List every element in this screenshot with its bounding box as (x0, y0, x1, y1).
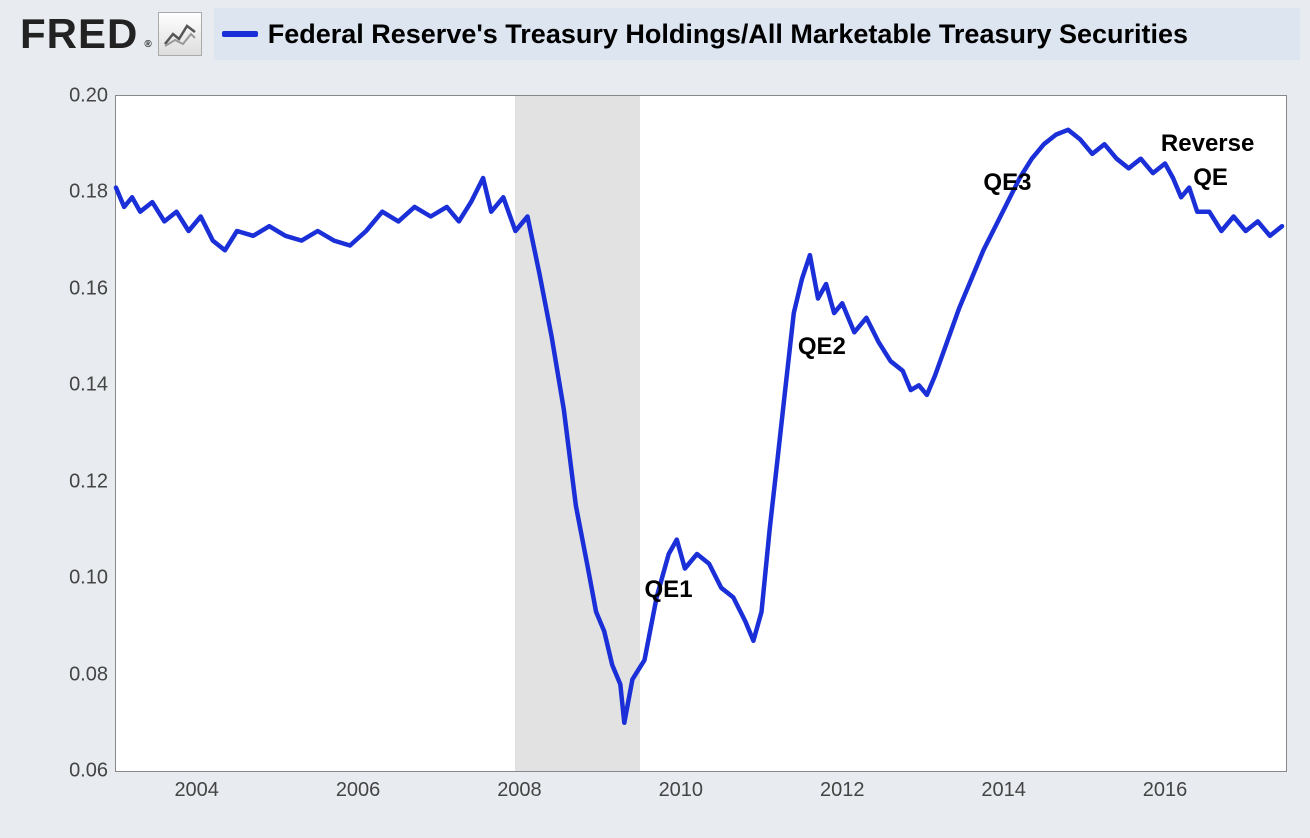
plot-area: 0.060.080.100.120.140.160.180.2020042006… (115, 95, 1287, 772)
y-tick: 0.12 (69, 470, 116, 493)
y-tick: 0.10 (69, 567, 116, 590)
y-tick: 0.06 (69, 760, 116, 783)
title-bar: Federal Reserve's Treasury Holdings/All … (214, 8, 1300, 60)
y-tick: 0.16 (69, 277, 116, 300)
chart-header: FRED ® Federal Reserve's Treasury Holdin… (20, 6, 1300, 62)
y-tick: 0.20 (69, 85, 116, 108)
annotation: QE3 (983, 169, 1031, 197)
chart-container: FRED ® Federal Reserve's Treasury Holdin… (0, 0, 1310, 838)
legend-swatch (222, 31, 258, 37)
annotation: QE (1193, 164, 1228, 192)
fred-logo: FRED ® (20, 10, 202, 58)
y-tick: 0.18 (69, 181, 116, 204)
x-tick: 2010 (659, 771, 704, 802)
chart-icon (158, 12, 202, 56)
y-tick: 0.14 (69, 374, 116, 397)
x-tick: 2014 (981, 771, 1026, 802)
y-tick: 0.08 (69, 663, 116, 686)
annotation: QE2 (798, 333, 846, 361)
brand-name: FRED (20, 10, 138, 58)
annotation: Reverse (1161, 130, 1254, 158)
annotation: QE1 (645, 576, 693, 604)
brand-mark: ® (144, 39, 151, 50)
x-tick: 2016 (1143, 771, 1188, 802)
x-tick: 2012 (820, 771, 865, 802)
line-series (116, 96, 1286, 771)
chart-title: Federal Reserve's Treasury Holdings/All … (268, 19, 1188, 50)
x-tick: 2006 (336, 771, 381, 802)
x-tick: 2004 (174, 771, 219, 802)
x-tick: 2008 (497, 771, 542, 802)
